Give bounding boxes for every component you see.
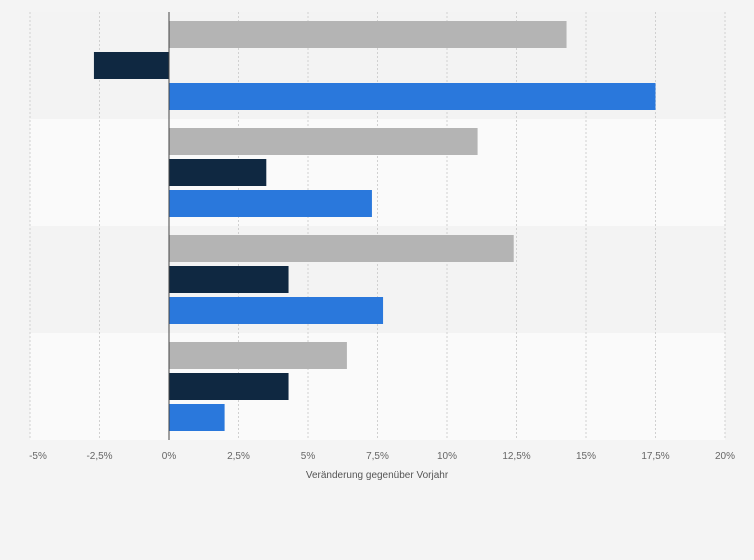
- x-tick-label-7: 12,5%: [502, 451, 530, 462]
- bar-series2-category3[interactable]: [169, 266, 289, 293]
- x-tick-label-10: 20%: [715, 451, 735, 462]
- category-band-4: [30, 333, 725, 440]
- x-tick-label-9: 17,5%: [641, 451, 669, 462]
- x-axis-tick-labels: -5% -2,5% 0% 2,5% 5% 7,5% 10% 12,5% 15% 17,5% 20%: [29, 451, 735, 462]
- bar-series3-category4[interactable]: [169, 404, 225, 431]
- x-tick-label-3: 2,5%: [227, 451, 250, 462]
- x-tick-label-4: 5%: [301, 451, 316, 462]
- bar-series3-category3[interactable]: [169, 297, 384, 324]
- bar-series3-category2[interactable]: [169, 190, 372, 217]
- x-tick-label-6: 10%: [437, 451, 457, 462]
- bar-series2-category4[interactable]: [169, 373, 289, 400]
- x-tick-label-1: -2,5%: [86, 451, 112, 462]
- bar-series2-category2[interactable]: [169, 159, 267, 186]
- bar-series1-category1[interactable]: [169, 21, 567, 48]
- x-tick-label-5: 7,5%: [366, 451, 389, 462]
- x-tick-label-2: 0%: [162, 451, 177, 462]
- x-axis-title: Veränderung gegenüber Vorjahr: [306, 470, 449, 481]
- bar-series1-category4[interactable]: [169, 342, 347, 369]
- bar-series1-category3[interactable]: [169, 235, 514, 262]
- bar-series3-category1[interactable]: [169, 83, 656, 110]
- bars-layer: [93, 21, 656, 431]
- bar-series2-category1[interactable]: [93, 52, 169, 79]
- x-tick-label-8: 15%: [576, 451, 596, 462]
- bar-series1-category2[interactable]: [169, 128, 478, 155]
- x-tick-label-0: -5%: [29, 451, 47, 462]
